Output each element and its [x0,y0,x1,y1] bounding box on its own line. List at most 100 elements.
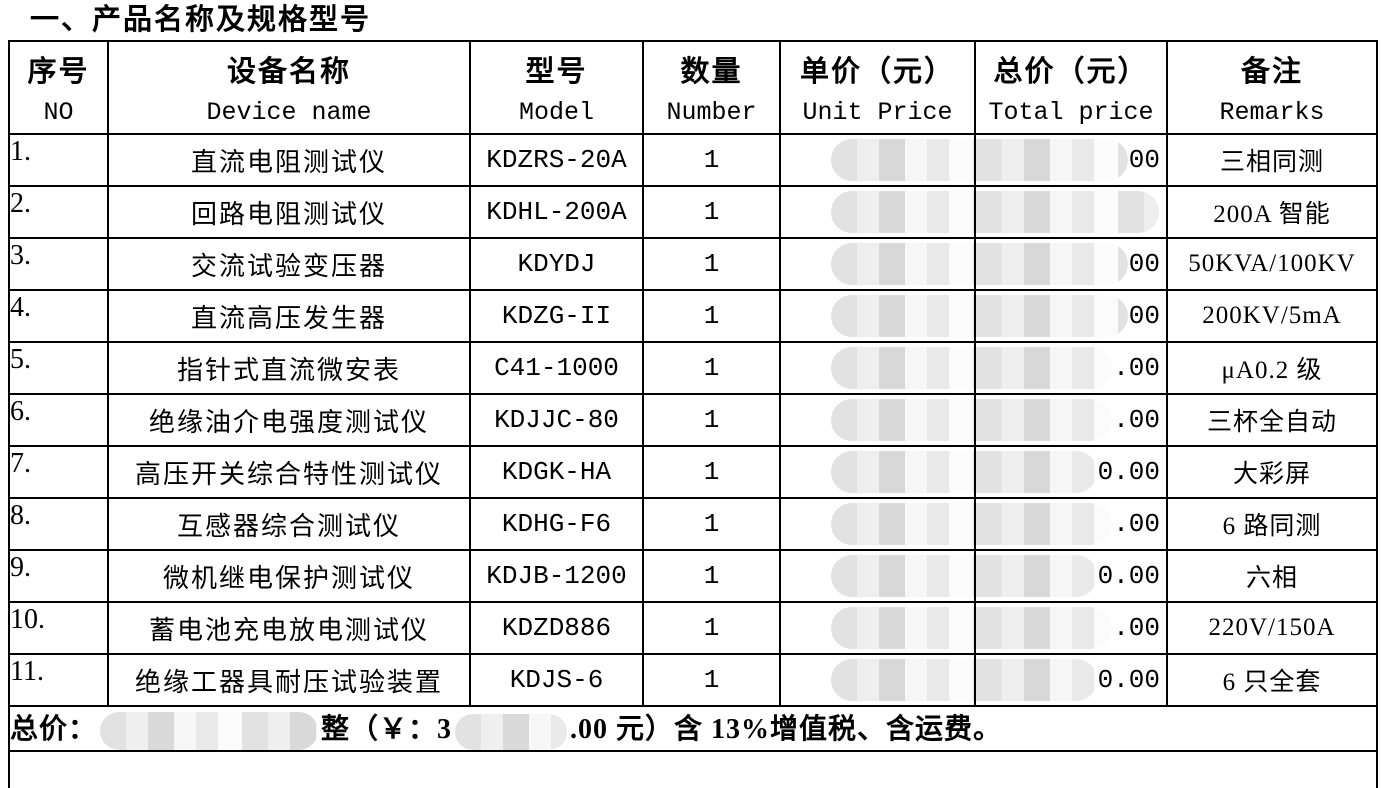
table-row: 10. 蓄电池充电放电测试仪 KDZD886 1 .00 220V/150A [8,601,1378,655]
device-name: 绝缘油介电强度测试仪 [107,393,471,447]
device-name: 交流试验变压器 [107,237,471,291]
header-model-en: Model [518,98,594,127]
total-price-cell: 00 [974,237,1168,291]
header-no: 序号 NO [8,40,109,135]
grand-total-row: 总价： 整（￥：3 .00 元）含 13%增值税、含运费。 [8,705,1378,752]
unit-price-cell [779,497,976,551]
quantity: 1 [642,237,781,291]
grand-total-mid-text: 整（￥：3 [321,714,453,745]
redacted-unit-price-blur [831,555,973,597]
table-row: 5. 指针式直流微安表 C41-1000 1 .00 μA0.2 级 [8,341,1378,395]
total-price-visible-digits: 00 [1128,301,1160,331]
total-price-visible-digits: .00 [1113,353,1160,383]
table-row: 6. 绝缘油介电强度测试仪 KDJJC-80 1 .00 三杯全自动 [8,393,1378,447]
quantity: 1 [642,289,781,343]
remark: 200KV/5mA [1166,289,1378,343]
redacted-unit-price-blur [831,451,973,493]
redacted-unit-price-blur [831,243,973,285]
unit-price-cell [779,289,976,343]
redacted-total-price-blur [977,347,1113,389]
model: KDHL-200A [469,185,644,239]
total-price-visible-digits: .00 [1113,405,1160,435]
product-table: 序号 NO 设备名称 Device name 型号 Model 数量 Numbe… [8,40,1378,788]
redacted-total-price-blur [977,399,1113,441]
remark: 三杯全自动 [1166,393,1378,447]
total-price-cell: 0.00 [974,445,1168,499]
grand-total-cell: 总价： 整（￥：3 .00 元）含 13%增值税、含运费。 [8,705,1378,752]
model: KDZD886 [469,601,644,655]
redacted-total-price-blur [977,659,1097,701]
header-remarks-zh: 备注 [1240,56,1303,88]
header-model: 型号 Model [469,40,644,135]
redacted-amount-in-words-blur [100,712,319,749]
total-price-cell: .00 [974,341,1168,395]
redacted-unit-price-blur [831,139,973,181]
remark: 大彩屏 [1166,445,1378,499]
row-no: 10. [8,601,109,655]
redacted-total-price-blur [977,295,1128,337]
remark: μA0.2 级 [1166,341,1378,395]
redacted-total-price-blur [977,555,1097,597]
quantity: 1 [642,185,781,239]
redacted-amount-digits-blur [455,714,568,749]
total-price-cell: 0.00 [974,549,1168,603]
device-name: 绝缘工器具耐压试验装置 [107,653,471,707]
header-number: 数量 Number [642,40,781,135]
remark: 6 只全套 [1166,653,1378,707]
unit-price-cell [779,393,976,447]
quantity: 1 [642,341,781,395]
model: KDJS-6 [469,653,644,707]
remark: 六相 [1166,549,1378,603]
total-price-visible-digits: 0.00 [1097,665,1160,695]
header-model-zh: 型号 [525,56,588,88]
redacted-total-price-blur [977,451,1097,493]
remark: 6 路同测 [1166,497,1378,551]
grand-total-label: 总价： [10,714,98,745]
total-price-visible-digits: 00 [1128,249,1160,279]
row-no: 7. [8,445,109,499]
table-row: 7. 高压开关综合特性测试仪 KDGK-HA 1 0.00 大彩屏 [8,445,1378,499]
row-no: 6. [8,393,109,447]
total-price-visible-digits: 0.00 [1097,561,1160,591]
header-number-en: Number [666,98,757,127]
redacted-total-price-blur [977,607,1113,649]
model: KDJJC-80 [469,393,644,447]
header-number-zh: 数量 [680,56,743,88]
header-remarks-en: Remarks [1219,98,1325,127]
row-no: 4. [8,289,109,343]
model: KDGK-HA [469,445,644,499]
unit-price-cell [779,445,976,499]
header-unit-price-en: Unit Price [802,98,953,127]
header-no-zh: 序号 [27,56,90,88]
redacted-total-price-blur [977,191,1159,233]
device-name: 互感器综合测试仪 [107,497,471,551]
model: KDZG-II [469,289,644,343]
total-price-cell: .00 [974,497,1168,551]
redacted-unit-price-blur [831,503,973,545]
total-price-cell [974,185,1168,239]
unit-price-cell [779,653,976,707]
row-no: 5. [8,341,109,395]
grand-total-suffix: .00 元） [570,714,675,745]
redacted-total-price-blur [977,243,1128,285]
empty-bottom-cell [8,750,1378,788]
model: KDHG-F6 [469,497,644,551]
header-device-name: 设备名称 Device name [107,40,471,135]
total-price-visible-digits: 00 [1128,145,1160,175]
unit-price-cell [779,601,976,655]
remark: 50KVA/100KV [1166,237,1378,291]
table-row: 4. 直流高压发生器 KDZG-II 1 00 200KV/5mA [8,289,1378,343]
device-name: 直流高压发生器 [107,289,471,343]
device-name: 蓄电池充电放电测试仪 [107,601,471,655]
unit-price-cell [779,185,976,239]
header-total-price: 总价（元） Total price [974,40,1168,135]
quantity: 1 [642,393,781,447]
device-name: 回路电阻测试仪 [107,185,471,239]
quantity: 1 [642,133,781,187]
unit-price-cell [779,341,976,395]
row-no: 11. [8,653,109,707]
unit-price-cell [779,237,976,291]
model: KDYDJ [469,237,644,291]
redacted-unit-price-blur [831,191,973,233]
table-row: 9. 微机继电保护测试仪 KDJB-1200 1 0.00 六相 [8,549,1378,603]
